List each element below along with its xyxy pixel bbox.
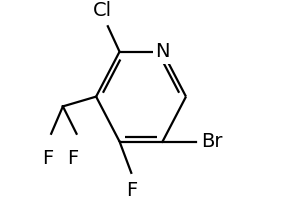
Text: F: F (42, 149, 53, 168)
Text: F: F (67, 149, 78, 168)
Text: Cl: Cl (92, 1, 112, 20)
Text: F: F (126, 181, 137, 200)
Text: Br: Br (202, 132, 223, 151)
Text: N: N (155, 42, 170, 61)
